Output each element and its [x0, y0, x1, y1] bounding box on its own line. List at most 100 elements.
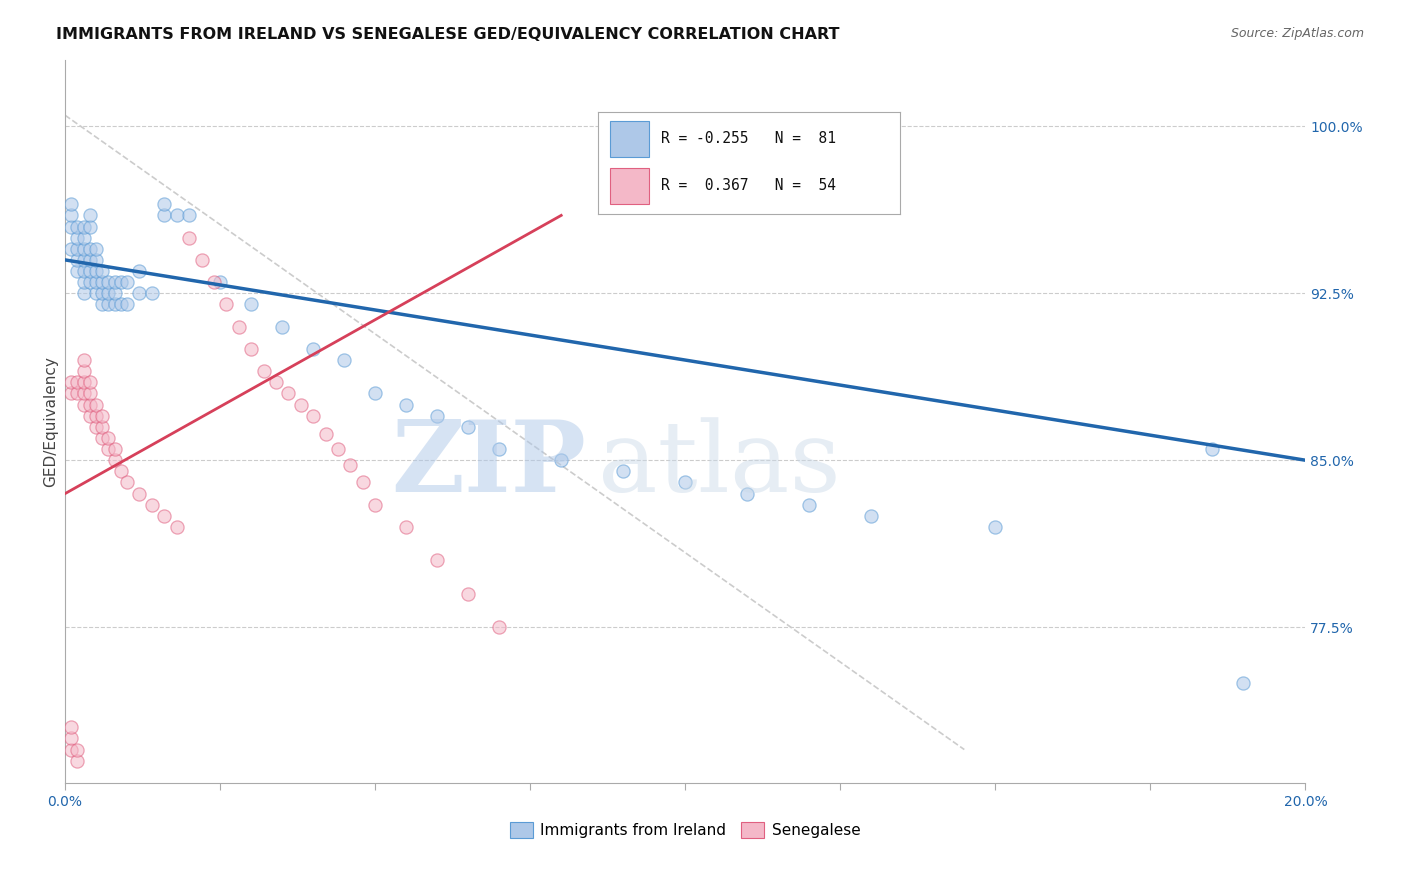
- Point: [79, 252, 101, 267]
- Point: [984, 520, 1007, 534]
- Point: [91, 286, 114, 301]
- Point: [73, 286, 96, 301]
- Point: [141, 286, 163, 301]
- Point: [91, 409, 114, 423]
- Point: [550, 453, 572, 467]
- Point: [84, 286, 107, 301]
- Point: [97, 275, 120, 289]
- Point: [264, 376, 287, 390]
- Point: [60, 376, 83, 390]
- Point: [91, 431, 114, 445]
- Point: [333, 353, 356, 368]
- Point: [84, 264, 107, 278]
- Point: [60, 386, 83, 401]
- Point: [673, 475, 696, 490]
- Point: [339, 458, 361, 472]
- Point: [166, 208, 188, 222]
- Text: R = -0.255   N =  81: R = -0.255 N = 81: [661, 131, 837, 146]
- Point: [104, 297, 127, 311]
- Point: [177, 208, 200, 222]
- Y-axis label: GED/Equivalency: GED/Equivalency: [44, 356, 58, 487]
- Point: [73, 252, 96, 267]
- Point: [60, 197, 83, 211]
- Point: [60, 219, 83, 234]
- Text: R =  0.367   N =  54: R = 0.367 N = 54: [661, 178, 837, 194]
- Point: [79, 242, 101, 256]
- Point: [115, 275, 138, 289]
- Point: [290, 398, 312, 412]
- Point: [110, 275, 132, 289]
- Point: [277, 386, 299, 401]
- Point: [60, 742, 83, 756]
- Point: [153, 208, 176, 222]
- Point: [73, 376, 96, 390]
- Point: [860, 508, 883, 523]
- Point: [60, 242, 83, 256]
- Point: [79, 219, 101, 234]
- Text: atlas: atlas: [599, 417, 841, 513]
- Point: [252, 364, 274, 378]
- Point: [302, 342, 325, 356]
- Point: [73, 230, 96, 244]
- Point: [128, 286, 150, 301]
- Point: [73, 242, 96, 256]
- Point: [60, 731, 83, 746]
- Point: [66, 264, 89, 278]
- Point: [166, 520, 188, 534]
- Point: [97, 431, 120, 445]
- Point: [115, 297, 138, 311]
- Point: [91, 264, 114, 278]
- Point: [84, 242, 107, 256]
- Point: [426, 409, 449, 423]
- Point: [240, 297, 263, 311]
- Point: [364, 498, 387, 512]
- Point: [612, 464, 634, 478]
- Point: [228, 319, 250, 334]
- Point: [315, 426, 337, 441]
- Point: [799, 498, 821, 512]
- Point: [240, 342, 263, 356]
- Point: [97, 442, 120, 456]
- Point: [104, 286, 127, 301]
- Point: [79, 398, 101, 412]
- Point: [91, 275, 114, 289]
- Point: [84, 420, 107, 434]
- Point: [1201, 442, 1223, 456]
- Point: [395, 398, 418, 412]
- Text: IMMIGRANTS FROM IRELAND VS SENEGALESE GED/EQUIVALENCY CORRELATION CHART: IMMIGRANTS FROM IRELAND VS SENEGALESE GE…: [56, 27, 839, 42]
- Bar: [610, 120, 650, 157]
- Point: [153, 508, 176, 523]
- Point: [73, 275, 96, 289]
- Point: [79, 386, 101, 401]
- Point: [97, 297, 120, 311]
- Point: [79, 264, 101, 278]
- Point: [79, 208, 101, 222]
- Bar: [610, 168, 650, 204]
- Point: [735, 486, 758, 500]
- Point: [128, 264, 150, 278]
- Point: [66, 376, 89, 390]
- Point: [128, 486, 150, 500]
- Point: [84, 252, 107, 267]
- Point: [91, 420, 114, 434]
- Point: [73, 364, 96, 378]
- Point: [73, 353, 96, 368]
- Point: [457, 587, 479, 601]
- Point: [84, 409, 107, 423]
- Point: [488, 620, 510, 634]
- Point: [79, 409, 101, 423]
- Point: [73, 386, 96, 401]
- Point: [66, 386, 89, 401]
- Point: [79, 275, 101, 289]
- Point: [202, 275, 225, 289]
- Point: [302, 409, 325, 423]
- Point: [110, 297, 132, 311]
- Point: [60, 720, 83, 734]
- Point: [66, 742, 89, 756]
- Point: [364, 386, 387, 401]
- Text: Source: ZipAtlas.com: Source: ZipAtlas.com: [1230, 27, 1364, 40]
- Point: [66, 242, 89, 256]
- Point: [97, 286, 120, 301]
- Point: [115, 475, 138, 490]
- Point: [215, 297, 238, 311]
